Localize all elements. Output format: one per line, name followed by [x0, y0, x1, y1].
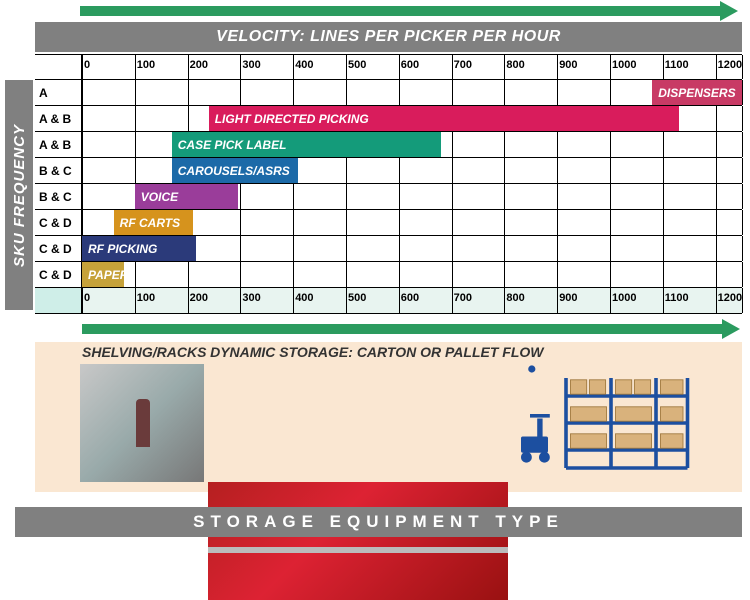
- axis-tick: 700: [454, 59, 472, 71]
- velocity-header: VELOCITY: LINES PER PICKER PER HOUR: [35, 22, 742, 52]
- axis-tick: 1000: [612, 292, 636, 304]
- bar-voice: VOICE: [135, 184, 238, 209]
- row-label: A: [35, 80, 82, 105]
- axis-tick: 300: [242, 292, 260, 304]
- axis-tick: 100: [137, 59, 155, 71]
- row-label: C & D: [35, 262, 82, 287]
- row-label: A & B: [35, 132, 82, 157]
- axis-tick: 800: [506, 59, 524, 71]
- shelving-image: [80, 364, 204, 482]
- row-label: B & C: [35, 158, 82, 183]
- axis-tick: 400: [295, 292, 313, 304]
- axis-tick: 1100: [665, 59, 689, 71]
- row-label: B & C: [35, 184, 82, 209]
- axis-tick: 400: [295, 59, 313, 71]
- axis-tick: 200: [190, 59, 208, 71]
- axis-tick: 200: [190, 292, 208, 304]
- axis-tick: 300: [242, 59, 260, 71]
- bar-rf-carts: RF CARTS: [114, 210, 193, 235]
- storage-right-label: DYNAMIC STORAGE: CARTON OR PALLET FLOW: [210, 344, 543, 360]
- axis-tick: 1200: [718, 292, 742, 304]
- row-label: C & D: [35, 236, 82, 261]
- bar-light-directed-picking: LIGHT DIRECTED PICKING: [209, 106, 679, 131]
- bar-paper: PAPER: [82, 262, 124, 287]
- top-arrow: [80, 6, 720, 16]
- axis-tick: 900: [559, 59, 577, 71]
- pallet-rack-illustration: [512, 364, 692, 482]
- row-label: C & D: [35, 210, 82, 235]
- axis-tick: 100: [137, 292, 155, 304]
- axis-tick: 1000: [612, 59, 636, 71]
- bar-rf-picking: RF PICKING: [82, 236, 196, 261]
- storage-left-label: SHELVING/RACKS: [82, 344, 206, 360]
- carton-flow-image: [208, 482, 508, 600]
- axis-tick: 500: [348, 292, 366, 304]
- axis-tick: 500: [348, 59, 366, 71]
- chart: 0100200300400500600700800900100011001200…: [35, 54, 742, 314]
- axis-tick: 600: [401, 292, 419, 304]
- storage-arrow-head: [722, 319, 740, 339]
- axis-tick: 900: [559, 292, 577, 304]
- axis-tick: 0: [84, 59, 90, 71]
- axis-tick: 700: [454, 292, 472, 304]
- row-label: A & B: [35, 106, 82, 131]
- bar-case-pick-label: CASE PICK LABEL: [172, 132, 441, 157]
- bar-dispensers: DISPENSERS: [652, 80, 742, 105]
- axis-tick: 800: [506, 292, 524, 304]
- sku-frequency-label: SKU FREQUENCY: [5, 80, 33, 310]
- top-arrow-head: [720, 1, 738, 21]
- axis-tick: 0: [84, 292, 90, 304]
- storage-arrow: [82, 324, 722, 334]
- bar-carousels-asrs: CAROUSELS/ASRS: [172, 158, 299, 183]
- storage-footer: STORAGE EQUIPMENT TYPE: [15, 507, 742, 537]
- axis-tick: 1200: [718, 59, 742, 71]
- axis-tick: 600: [401, 59, 419, 71]
- axis-tick: 1100: [665, 292, 689, 304]
